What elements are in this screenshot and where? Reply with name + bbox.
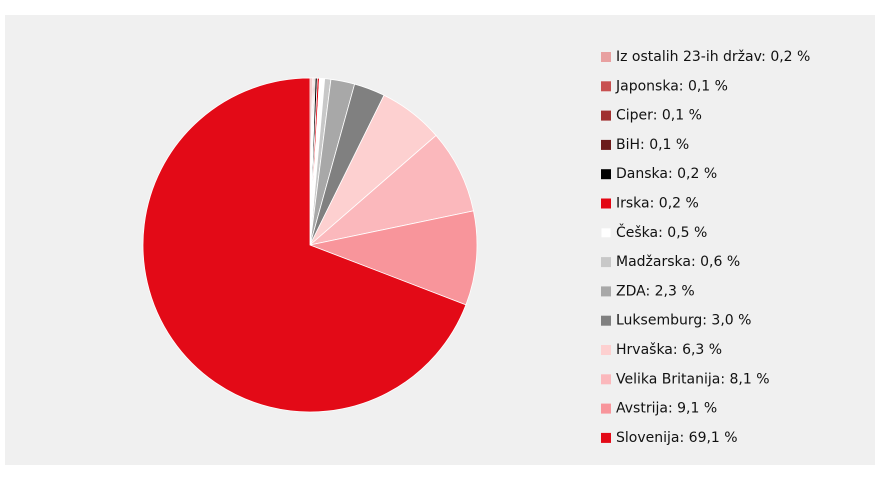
legend-separator: :	[658, 225, 667, 241]
legend-name: Hrvaška	[616, 342, 673, 358]
legend-name: ZDA	[616, 283, 646, 299]
legend-name: Danska	[616, 166, 668, 182]
legend-swatch	[600, 227, 612, 239]
legend-name: Madžarska	[616, 254, 691, 270]
pie-slice	[308, 210, 478, 306]
legend-name: Irska	[616, 196, 650, 212]
legend-label: Ciper: 0,1 %	[616, 108, 702, 124]
legend-name: Luksemburg	[616, 313, 702, 329]
legend-value: 0,6 %	[700, 254, 740, 270]
legend-name: Ciper	[616, 108, 653, 124]
legend-label: Velika Britanija: 8,1 %	[616, 371, 770, 387]
legend-name: BiH	[616, 137, 640, 153]
legend-separator: :	[668, 401, 677, 417]
legend-label: Danska: 0,2 %	[616, 166, 717, 182]
legend-separator: :	[720, 371, 729, 387]
legend-value: 0,1 %	[662, 108, 702, 124]
legend-value: 0,2 %	[770, 49, 810, 65]
legend-separator: :	[668, 166, 677, 182]
legend-swatch	[601, 374, 611, 385]
legend-value: 0,5 %	[667, 225, 707, 241]
legend-label: Iz ostalih 23-ih držav: 0,2 %	[616, 49, 810, 65]
legend-value: 0,1 %	[688, 78, 728, 94]
legend-swatch	[601, 345, 611, 355]
legend-value: 0,2 %	[659, 196, 699, 212]
legend-separator: :	[650, 196, 659, 212]
legend-separator: :	[679, 78, 688, 94]
legend-label: ZDA: 2,3 %	[616, 283, 695, 299]
legend-swatch	[601, 198, 611, 209]
legend-value: 69,1 %	[689, 430, 738, 446]
legend-value: 0,1 %	[649, 137, 689, 153]
legend-label: Luksemburg: 3,0 %	[616, 313, 751, 329]
legend-swatch	[601, 257, 611, 268]
legend-label: Češka: 0,5 %	[616, 223, 707, 241]
legend-swatch	[601, 169, 611, 180]
legend-value: 6,3 %	[682, 342, 722, 358]
legend-swatch	[601, 286, 611, 297]
legend-swatch	[601, 81, 611, 92]
legend-swatch	[601, 52, 611, 62]
legend-swatch	[601, 315, 611, 326]
legend-separator: :	[679, 430, 688, 446]
legend-name: Iz ostalih 23-ih držav	[616, 49, 762, 65]
legend-swatch	[601, 403, 611, 414]
legend-name: Češka	[616, 223, 658, 241]
legend-label: BiH: 0,1 %	[616, 137, 689, 153]
legend-name: Slovenija	[616, 430, 679, 446]
legend-label: Avstrija: 9,1 %	[616, 401, 717, 417]
legend-label: Slovenija: 69,1 %	[616, 430, 738, 446]
legend-separator: :	[653, 108, 662, 124]
legend-separator: :	[702, 313, 711, 329]
legend-swatch	[601, 139, 611, 150]
pie-slice	[142, 77, 467, 413]
legend-name: Velika Britanija	[616, 371, 720, 387]
legend-separator: :	[691, 254, 700, 270]
legend-separator: :	[640, 137, 649, 153]
legend-swatch	[601, 432, 611, 443]
legend-label: Hrvaška: 6,3 %	[616, 342, 722, 358]
legend-label: Irska: 0,2 %	[616, 196, 699, 212]
legend-name: Avstrija	[616, 401, 668, 417]
legend-label: Madžarska: 0,6 %	[616, 254, 740, 270]
legend-swatch	[601, 110, 611, 121]
legend-separator: :	[761, 49, 770, 65]
legend-label: Japonska: 0,1 %	[615, 78, 728, 94]
legend-value: 9,1 %	[677, 401, 717, 417]
legend-name: Japonska	[615, 78, 679, 94]
legend-value: 8,1 %	[730, 371, 770, 387]
legend-separator: :	[645, 283, 654, 299]
legend-value: 3,0 %	[711, 313, 751, 329]
legend-value: 0,2 %	[677, 166, 717, 182]
legend-value: 2,3 %	[655, 283, 695, 299]
legend-separator: :	[673, 342, 682, 358]
